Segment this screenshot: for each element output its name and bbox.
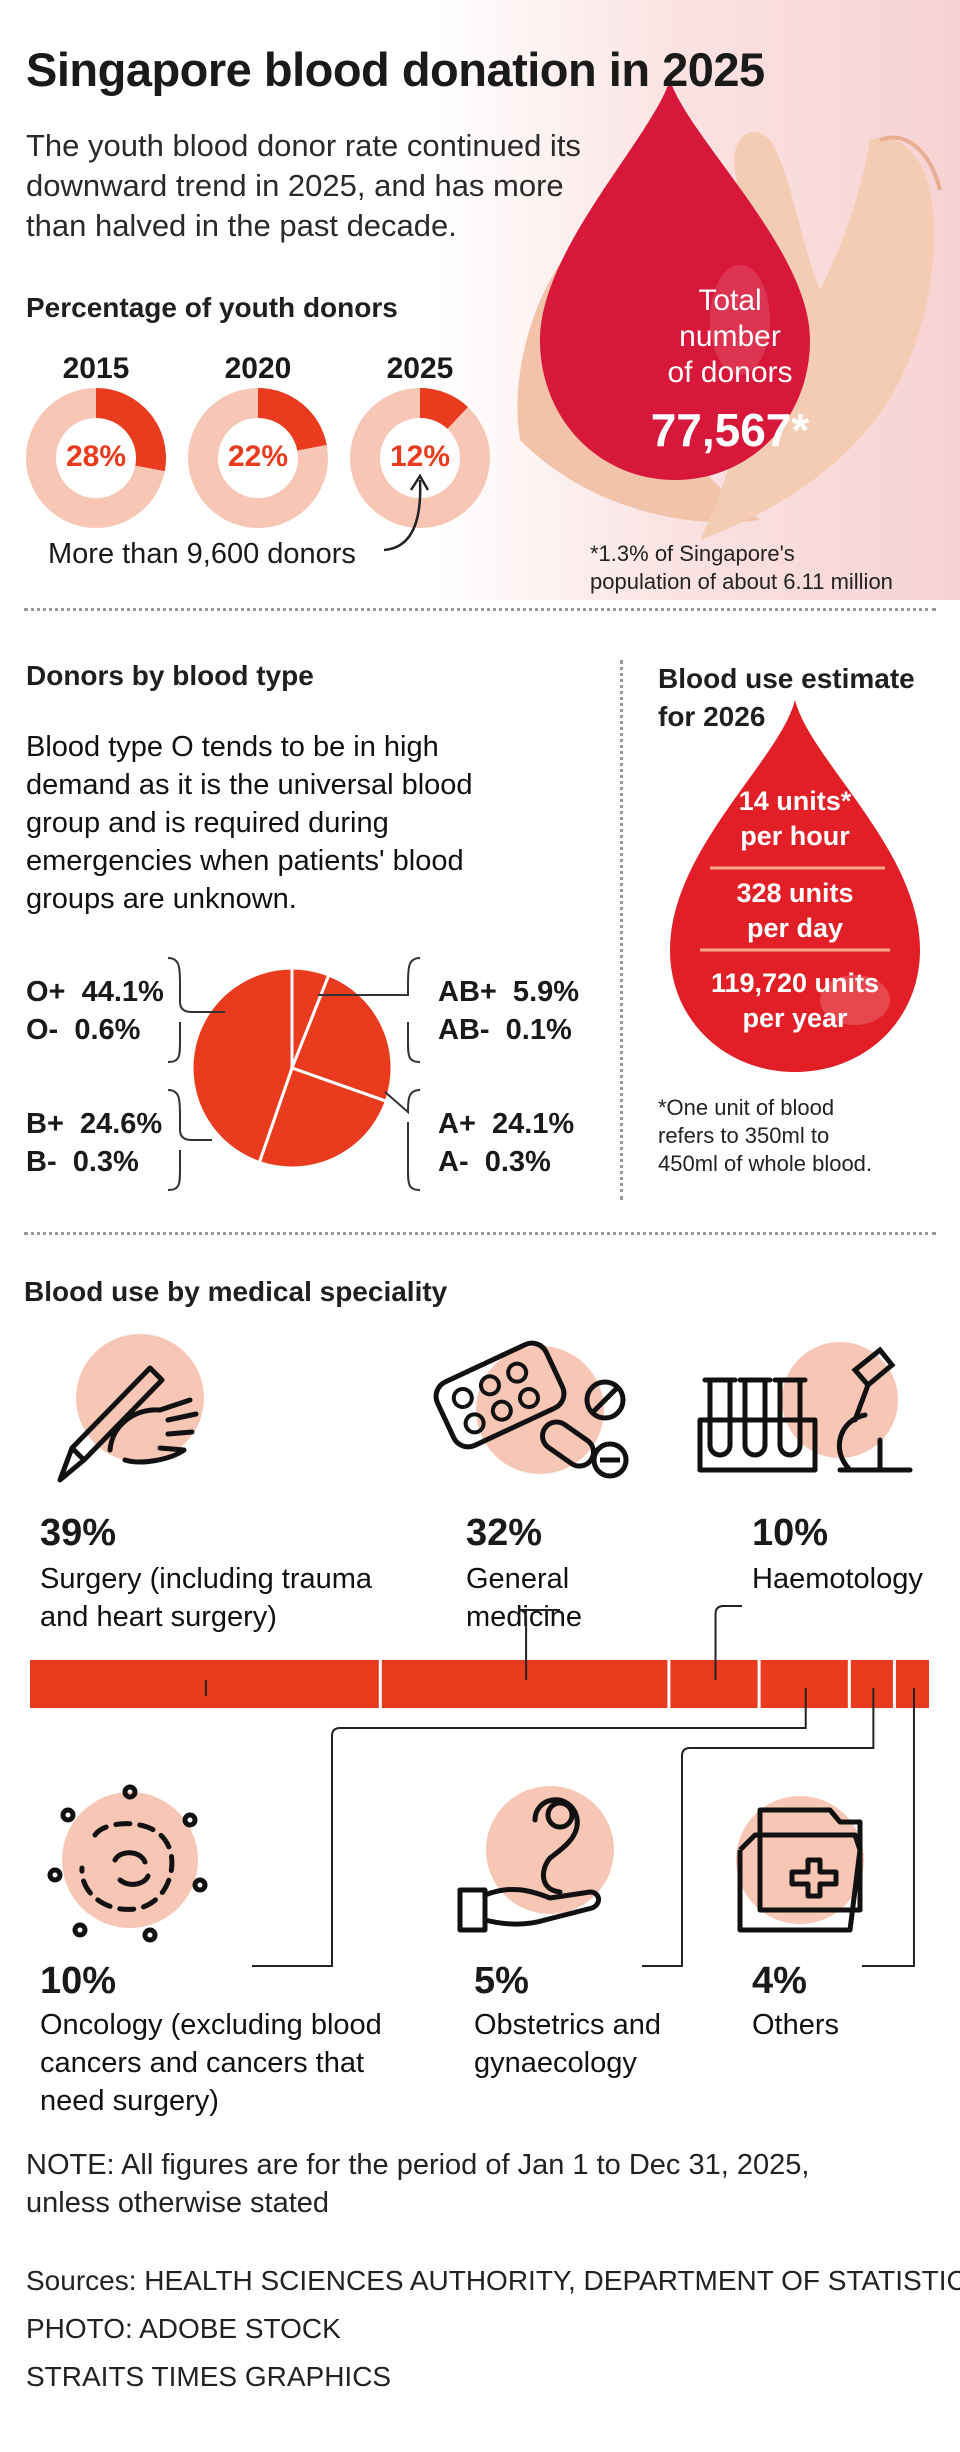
page-title: Singapore blood donation in 2025 [26,43,765,96]
speciality-segment-4 [850,1660,893,1708]
estimate-day: 328 units per day [736,878,854,943]
speciality-bar [30,1605,929,1967]
footer-photo: PHOTO: ADOBE STOCK [26,2313,341,2344]
youth-donut-2025 [350,388,490,528]
others-label: Others [752,2009,840,2041]
youth-pct-2015: 28% [65,440,127,473]
pie-brackets [167,957,421,1191]
speciality-segment-1 [381,1660,668,1708]
total-footnote: *1.3% of Singapore's population of about… [590,541,893,594]
pie-slice-a [290,973,394,1104]
footer-credit: STRAITS TIMES GRAPHICS [26,2361,392,2392]
pie-slice-b [257,1066,389,1170]
blood-type-description: Blood type O tends to be in high demand … [26,731,473,915]
blood-type-label-AB-neg: AB- 0.1% [438,1014,572,1046]
blood-type-label-O-neg: O- 0.6% [26,1014,141,1046]
separator-1 [24,608,936,611]
youth-pct-2020: 22% [227,440,289,473]
separator-vertical [620,660,623,1200]
obstetrics-icon [457,1786,614,1933]
speciality-segment-5 [895,1660,929,1708]
separator-2 [24,1232,936,1235]
estimate-note: *One unit of blood refers to 350ml to 45… [658,1095,873,1176]
estimate-heading: Blood use estimate for 2026 [658,663,915,732]
footer-note: NOTE: All figures are for the period of … [26,2149,810,2219]
year-label-2020: 2020 [224,352,292,385]
hands-photo [517,80,942,540]
speciality-leaders [204,1605,915,1967]
speciality-heading: Blood use by medical speciality [24,1276,448,1307]
total-value: 77,567* [650,404,810,456]
oncology-pct: 10% [40,1960,117,2002]
year-label-2015: 2015 [62,352,130,385]
speciality-segment-0 [30,1660,379,1708]
total-label: Total number of donors [667,284,793,389]
blood-type-heading: Donors by blood type [26,660,314,691]
donut-slice-2015 [96,388,166,472]
blood-type-label-Bpos: B+ 24.6% [26,1108,163,1140]
youth-heading: Percentage of youth donors [26,292,398,323]
blood-type-pie [167,957,421,1191]
obstetrics-pct: 5% [474,1960,529,2002]
youth-donut-2020 [188,388,328,528]
youth-pct-2025: 12% [389,440,451,473]
haemotology-label: Haemotology [752,1563,923,1595]
pills-icon [433,1340,629,1479]
oncology-label: Oncology (excluding blood cancers and ca… [40,2009,382,2117]
obstetrics-label: Obstetrics and gynaecology [474,2009,661,2079]
lab-icon [697,1342,913,1473]
surgery-pct: 39% [40,1512,117,1554]
speciality-segment-2 [670,1660,758,1708]
surgery-icon [57,1334,204,1483]
medicine-pct: 32% [466,1512,543,1554]
others-pct: 4% [752,1960,807,2002]
blood-type-label-Apos: A+ 24.1% [438,1108,575,1140]
donors-arrow [383,473,430,552]
estimate-year: 119,720 units per year [710,968,880,1033]
pie-slice-o [190,966,294,1165]
footer-sources: Sources: HEALTH SCIENCES AUTHORITY, DEPA… [26,2265,960,2296]
folder-icon [736,1796,864,1933]
speciality-segment-3 [760,1660,848,1708]
blood-drop [540,80,810,480]
medicine-label: General medicine [466,1563,583,1633]
youth-donut-2015 [26,388,166,528]
intro-text: The youth blood donor rate continued its… [26,128,581,243]
donors-note: More than 9,600 donors [48,538,356,570]
estimate-hour: 14 units* per hour [738,786,852,851]
donut-slice-2020 [258,388,327,451]
estimate-drop [670,700,920,1072]
donut-slice-2025 [420,388,468,429]
blood-type-label-ABpos: AB+ 5.9% [438,976,580,1008]
haemotology-pct: 10% [752,1512,829,1554]
year-label-2025: 2025 [386,352,454,385]
blood-type-label-B-neg: B- 0.3% [26,1146,139,1178]
blood-type-label-A-neg: A- 0.3% [438,1146,551,1178]
oncology-icon [47,1784,208,1943]
blood-type-label-Opos: O+ 44.1% [26,976,164,1008]
surgery-label: Surgery (including trauma and heart surg… [40,1563,373,1633]
